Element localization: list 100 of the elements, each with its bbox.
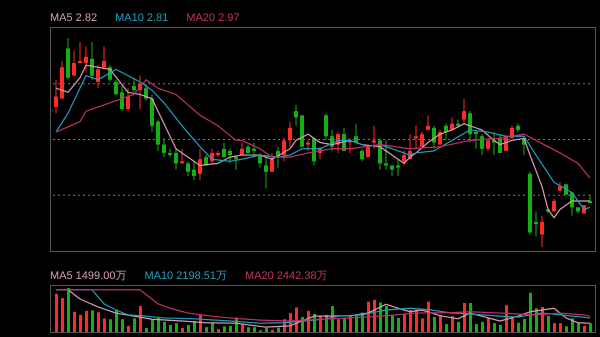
bar [565, 326, 568, 332]
text: MA20 2.97 [186, 12, 240, 24]
bar [145, 328, 148, 332]
candlestick [306, 140, 310, 152]
candlestick [186, 160, 190, 176]
candlestick [180, 148, 184, 164]
bar [355, 316, 358, 332]
bar [127, 326, 130, 332]
candlestick [132, 77, 136, 93]
bar [439, 316, 442, 332]
candlestick [540, 215, 544, 247]
bar [85, 310, 88, 332]
text: MA10 2198.51万 [144, 269, 227, 283]
candlestick [552, 198, 556, 212]
candlestick [414, 125, 418, 150]
bar [79, 314, 82, 332]
bar [241, 324, 244, 332]
bar [529, 292, 532, 332]
candlestick [258, 152, 262, 168]
candlestick [84, 46, 88, 72]
candlestick [372, 125, 376, 150]
bar [493, 323, 496, 332]
candlestick [234, 154, 238, 170]
candlestick [198, 148, 202, 181]
candlestick [54, 79, 58, 114]
bar [175, 323, 178, 332]
bar [577, 323, 580, 332]
candlestick [396, 158, 400, 176]
candlestick [228, 148, 232, 164]
bar [451, 316, 454, 332]
bar [277, 328, 280, 332]
bar [97, 312, 100, 332]
bar [181, 328, 184, 332]
candlestick [114, 79, 118, 95]
text: MA20 2442.38万 [245, 269, 328, 283]
bar [109, 319, 112, 332]
candlestick [426, 114, 430, 130]
candlestick [462, 98, 466, 124]
candlestick [558, 182, 562, 194]
bar [559, 323, 562, 332]
bar [205, 327, 208, 332]
bar [187, 324, 190, 332]
bar [499, 324, 502, 332]
candlestick [402, 150, 406, 166]
candlestick [120, 86, 124, 112]
candlestick [126, 88, 130, 112]
bar [169, 324, 172, 332]
bar [403, 314, 406, 332]
bar [583, 326, 586, 332]
bar [157, 318, 160, 332]
candlestick [282, 138, 286, 162]
bar [121, 319, 124, 332]
bar [517, 322, 520, 332]
bar [229, 326, 232, 332]
bar [385, 306, 388, 332]
candlestick [360, 148, 364, 162]
bar [589, 323, 592, 332]
candlestick [450, 116, 454, 130]
bar [481, 322, 484, 332]
candlestick [192, 160, 196, 181]
candlestick [324, 112, 328, 141]
series-label: MA5 1499.00万 [50, 269, 126, 283]
bar [73, 312, 76, 332]
bar [91, 310, 94, 332]
candlestick [288, 121, 292, 148]
bar [571, 318, 574, 332]
candlestick [480, 134, 484, 156]
bar [421, 318, 424, 332]
bar [553, 323, 556, 332]
bar [133, 318, 136, 332]
candlestick [102, 46, 106, 70]
candlestick [354, 123, 358, 143]
candlestick [156, 119, 160, 152]
bar [523, 318, 526, 332]
bar [415, 310, 418, 332]
bar [163, 322, 166, 332]
bar [67, 288, 70, 332]
candlestick [162, 138, 166, 158]
candlestick [264, 156, 268, 189]
candlestick [90, 42, 94, 80]
bar [511, 317, 514, 332]
candlestick [174, 148, 178, 170]
candlestick [72, 50, 76, 76]
text: MA5 2.82 [50, 12, 98, 24]
bar [265, 328, 268, 332]
candlestick [294, 104, 298, 126]
candlestick [534, 210, 538, 238]
bar [223, 326, 226, 332]
bar [217, 328, 220, 332]
candlestick [270, 152, 274, 172]
candlestick [252, 142, 256, 156]
candlestick [384, 140, 388, 170]
bar [445, 324, 448, 332]
candlestick [420, 132, 424, 148]
bar [457, 322, 460, 332]
bar [337, 319, 340, 332]
bar [61, 298, 64, 332]
text: MA10 2.81 [115, 12, 168, 24]
bar [475, 324, 478, 332]
bar [151, 319, 154, 332]
